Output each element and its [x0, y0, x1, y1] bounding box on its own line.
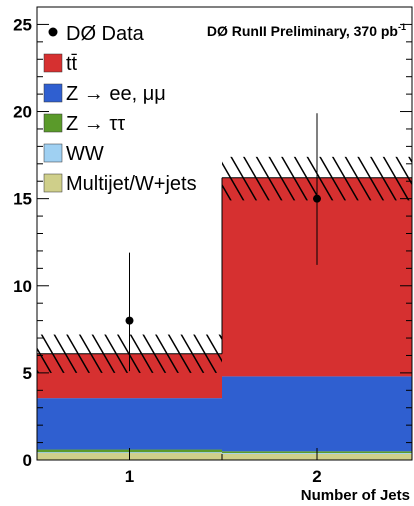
legend-item: DØ Data — [48, 23, 145, 45]
data-point — [313, 194, 321, 203]
y-tick-label: 5 — [23, 364, 32, 383]
y-tick-label: 20 — [13, 103, 32, 122]
legend-item: tt̄ — [43, 53, 78, 75]
legend-label: Multijet/W+jets — [66, 173, 197, 195]
stack-layer — [37, 177, 412, 460]
y-tick-label: 0 — [23, 451, 32, 470]
legend-data-marker — [48, 27, 58, 37]
axis-layer: 0 5 10 15 20 25 1 2 — [13, 6, 412, 486]
chart-title: DØ RunII Preliminary, 370 pb-1 — [207, 22, 406, 39]
legend-swatch — [43, 83, 63, 103]
legend: DØ Data tt̄ Z → ee, μμ Z → ττ WW Multijet/W+j… — [43, 23, 197, 195]
legend-item: Z → ee, μμ — [43, 83, 166, 105]
y-tick-label: 10 — [13, 277, 32, 296]
legend-swatch — [43, 53, 63, 73]
legend-swatch — [43, 173, 63, 193]
legend-label: Z → ee, μμ — [66, 83, 166, 105]
bar-segment — [37, 398, 222, 450]
x-tick-label: 2 — [312, 467, 321, 486]
x-tick-label: 1 — [125, 467, 134, 486]
y-tick-label: 15 — [13, 190, 32, 209]
legend-item: WW — [43, 143, 104, 165]
bar-segment — [222, 376, 412, 452]
legend-swatch — [43, 143, 63, 163]
x-axis-label: Number of Jets — [301, 487, 410, 504]
legend-label: WW — [66, 143, 104, 165]
data-layer — [125, 113, 321, 372]
legend-item: Z → ττ — [43, 113, 125, 135]
y-tick-label: 25 — [13, 15, 32, 34]
legend-swatch — [43, 113, 63, 133]
legend-label: DØ Data — [66, 23, 145, 45]
legend-label: tt̄ — [66, 53, 78, 75]
data-point — [125, 316, 134, 325]
legend-label: Z → ττ — [66, 113, 125, 135]
legend-item: Multijet/W+jets — [43, 173, 197, 195]
